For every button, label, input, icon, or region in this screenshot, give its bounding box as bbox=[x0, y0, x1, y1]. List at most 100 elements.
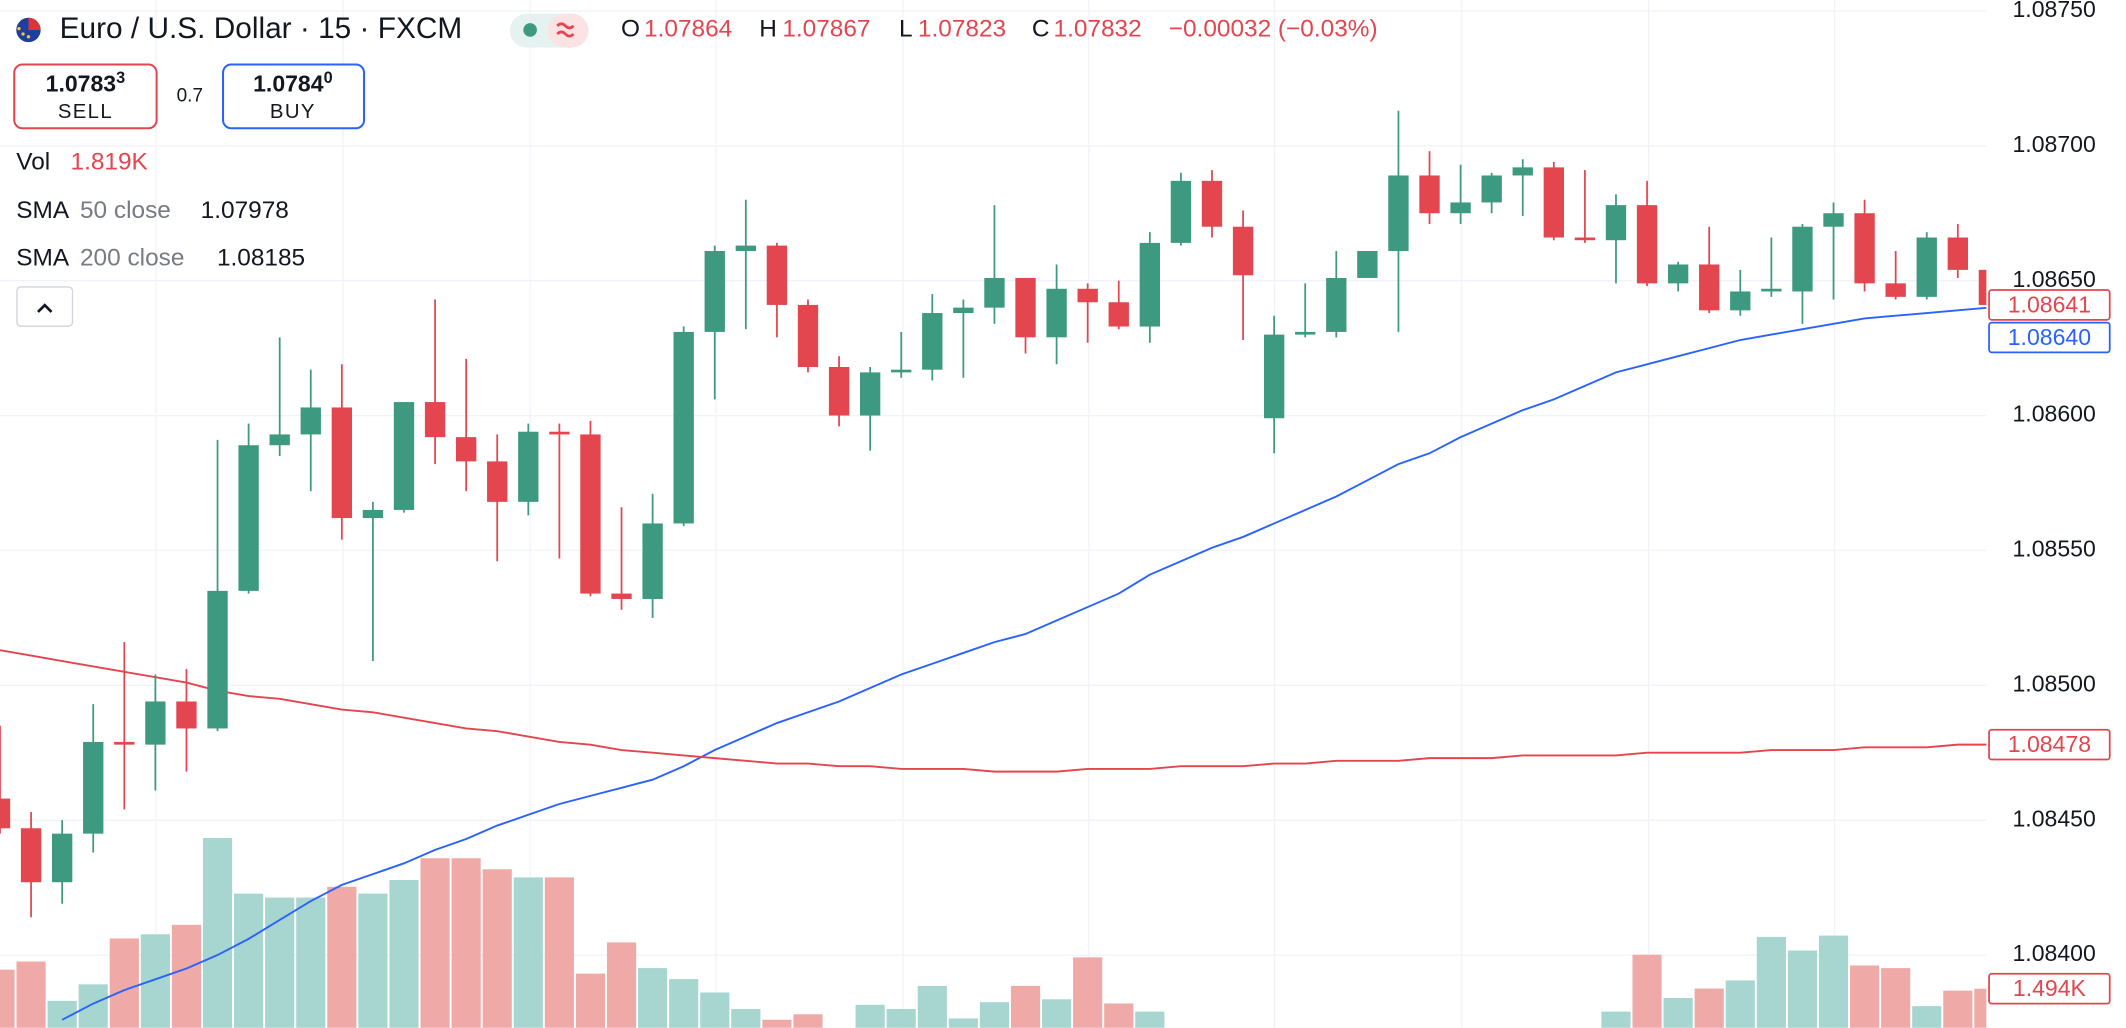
candle-body bbox=[1139, 242, 1160, 327]
buy-button[interactable]: 1.07840 BUY bbox=[222, 63, 366, 130]
candle-body bbox=[1605, 205, 1627, 241]
volume-bar bbox=[0, 969, 15, 1028]
volume-bar bbox=[575, 973, 606, 1028]
symbol-title[interactable]: Euro / U.S. Dollar · 15 · FXCM bbox=[60, 12, 463, 45]
volume-bar bbox=[1725, 980, 1755, 1028]
price-tag-label: 1.494K bbox=[2013, 975, 2087, 1001]
candle-body bbox=[1077, 288, 1098, 303]
candle-body bbox=[1201, 180, 1223, 227]
candle-body bbox=[331, 407, 353, 519]
candle-body bbox=[518, 431, 539, 502]
price-tag: 1.494K bbox=[1988, 972, 2111, 1005]
volume-bar bbox=[1912, 1006, 1942, 1028]
price-tag-box bbox=[1988, 972, 2111, 1005]
candle-body bbox=[891, 369, 912, 373]
candle-body bbox=[1419, 175, 1440, 214]
volume-bar bbox=[78, 984, 108, 1028]
volume-bar bbox=[1601, 1011, 1631, 1028]
volume-bar bbox=[265, 897, 295, 1028]
candle-body bbox=[735, 245, 757, 251]
price-tag-box bbox=[1988, 289, 2111, 321]
buy-price: 1.07840 bbox=[253, 69, 332, 97]
volume-bar bbox=[171, 924, 202, 1028]
candle-body bbox=[1699, 264, 1720, 311]
candle-body bbox=[1885, 283, 1906, 297]
candle-body bbox=[51, 833, 73, 883]
ohlc-value: 1.07867 bbox=[782, 15, 870, 42]
volume-bar bbox=[1850, 965, 1880, 1028]
indicator-line bbox=[61, 306, 1987, 1021]
volume-bar bbox=[296, 897, 326, 1028]
sell-price-sup: 3 bbox=[116, 69, 125, 87]
volume-bar bbox=[1694, 988, 1724, 1028]
volume-bar bbox=[1135, 1011, 1165, 1028]
candle-body bbox=[1450, 202, 1471, 214]
price-tag-label: 1.08640 bbox=[2008, 324, 2091, 350]
volume-bar bbox=[1881, 968, 1911, 1028]
plot-area bbox=[0, 110, 1987, 1028]
ohlc-key: O bbox=[621, 15, 640, 42]
volume-bar bbox=[1974, 988, 1987, 1028]
price-tag-label: 1.08478 bbox=[2008, 731, 2091, 757]
collapse-legend-button[interactable] bbox=[16, 286, 74, 327]
volume-bar bbox=[1042, 999, 1072, 1028]
volume-bar bbox=[700, 992, 730, 1028]
volume-bar bbox=[1663, 997, 1693, 1028]
candle-body bbox=[20, 828, 42, 883]
sell-button[interactable]: 1.07833 SELL bbox=[13, 63, 158, 130]
price-tag-box bbox=[1988, 321, 2111, 354]
candle-body bbox=[455, 437, 477, 462]
candle-body bbox=[1512, 167, 1533, 176]
candle-body bbox=[828, 366, 850, 416]
volume-bar bbox=[202, 838, 233, 1028]
y-tick-label: 1.08650 bbox=[2013, 266, 2096, 292]
buy-price-sup: 0 bbox=[324, 69, 333, 87]
candle-body bbox=[1263, 334, 1285, 419]
candle-body bbox=[1667, 264, 1689, 284]
candle-body bbox=[176, 701, 197, 729]
candle-body bbox=[269, 434, 290, 446]
indicator-legend-name[interactable]: SMA bbox=[16, 245, 70, 272]
candle-body bbox=[580, 434, 601, 594]
volume-bar bbox=[606, 942, 637, 1028]
candle-body bbox=[953, 307, 974, 314]
price-axis: 1.08750 1.08700 1.08650 1.08600 1.08550 1.085… bbox=[2013, 0, 2096, 966]
candle-body bbox=[1232, 226, 1254, 276]
ohlc-key: C bbox=[1032, 15, 1050, 42]
price-tag: 1.08640 bbox=[1988, 321, 2111, 354]
candle-body bbox=[922, 313, 943, 370]
candle-body bbox=[859, 372, 881, 416]
candle-body bbox=[1916, 237, 1937, 297]
volume-legend-name[interactable]: Vol bbox=[16, 148, 50, 175]
sell-price-main: 1.0783 bbox=[46, 71, 116, 97]
indicator-legend-name[interactable]: SMA bbox=[16, 197, 70, 224]
candle-body bbox=[797, 304, 819, 367]
volume-bars bbox=[0, 838, 1987, 1028]
price-tag: 1.08478 bbox=[1988, 728, 2111, 761]
volume-bar bbox=[513, 877, 543, 1028]
volume-bar bbox=[1818, 935, 1849, 1028]
volume-bar bbox=[234, 893, 264, 1028]
market-status[interactable] bbox=[509, 13, 589, 48]
candle-body bbox=[1823, 213, 1844, 227]
candle-body bbox=[1388, 175, 1409, 251]
volume-bar bbox=[451, 858, 481, 1028]
candle-body bbox=[642, 523, 663, 599]
volume-bar bbox=[1104, 1003, 1134, 1028]
volume-bar bbox=[327, 886, 357, 1028]
ohlc-key: H bbox=[759, 15, 777, 42]
candle-body bbox=[393, 402, 415, 510]
volume-bar bbox=[762, 1019, 792, 1028]
volume-bar bbox=[1756, 936, 1786, 1028]
indicator-legend-params: 50 close bbox=[80, 197, 171, 224]
volume-bar bbox=[948, 1018, 978, 1028]
volume-bar bbox=[358, 893, 388, 1028]
volume-bar bbox=[1632, 954, 1662, 1028]
y-tick-label: 1.08700 bbox=[2013, 131, 2096, 157]
volume-legend-value: 1.819K bbox=[71, 148, 148, 175]
candle-body bbox=[207, 590, 228, 729]
indicator-legend-value: 1.07978 bbox=[201, 197, 289, 224]
